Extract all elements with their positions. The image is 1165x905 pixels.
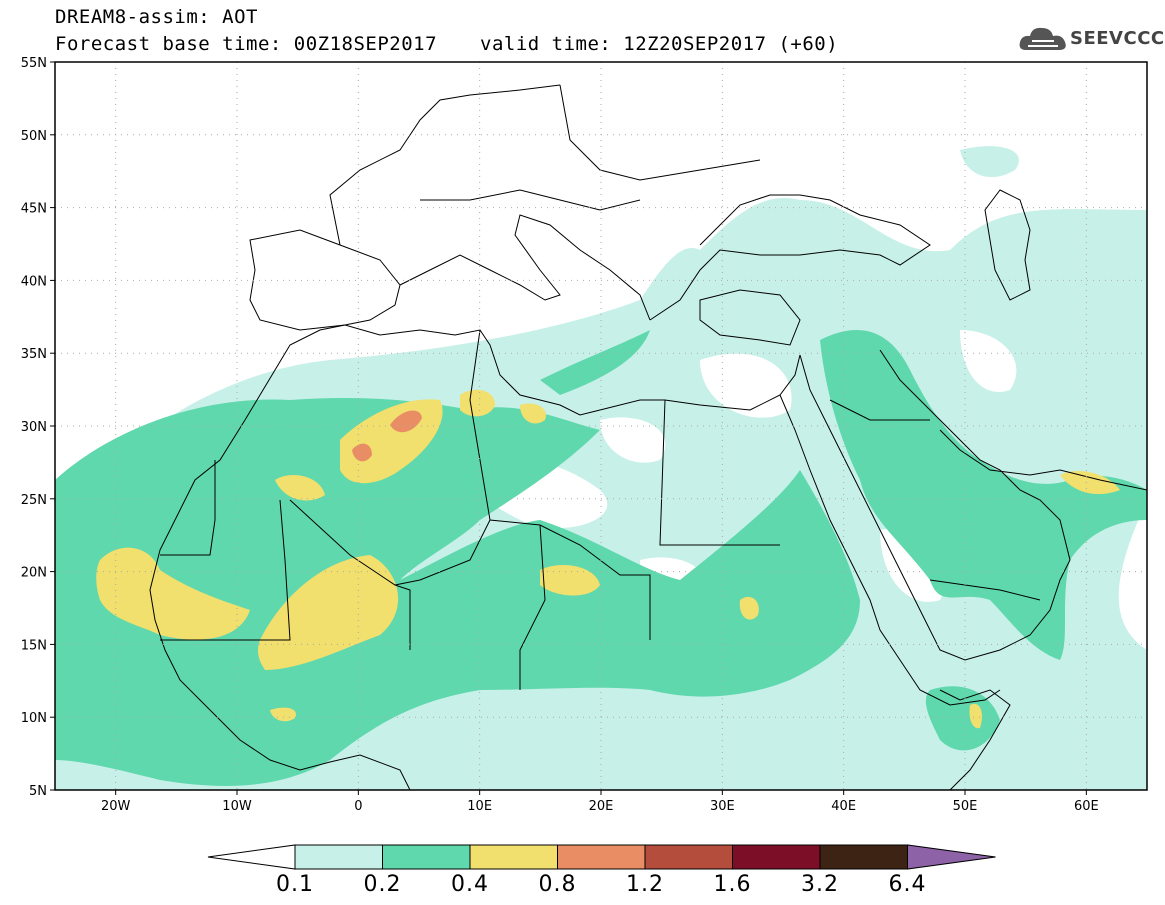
aot-contour-0.4 (460, 389, 495, 417)
aot-contour-0.4 (739, 596, 759, 620)
lon-label: 50E (953, 799, 978, 814)
aot-gap (700, 353, 792, 418)
lon-label: 0 (354, 799, 362, 814)
coastline (649, 194, 931, 321)
lat-label: 5N (29, 784, 47, 799)
border (559, 84, 761, 181)
aot-contour-0.4 (96, 547, 250, 640)
border (519, 524, 546, 690)
colorbar-label: 0.8 (538, 872, 577, 897)
border (160, 499, 291, 641)
aot-contour-0.4 (275, 475, 325, 501)
lat-label: 50N (21, 129, 47, 144)
lat-label: 15N (21, 638, 47, 653)
lon-label: 60E (1074, 799, 1099, 814)
logo-text: SEEVCCC (1070, 28, 1165, 49)
lat-label: 35N (21, 347, 47, 362)
aot-contour-0.2-aegean (540, 330, 650, 395)
colorbar-over-triangle (907, 844, 996, 870)
border (160, 460, 216, 556)
valid-time-label: valid time: 12Z20SEP2017 (+60) (480, 33, 839, 55)
colorbar-box (819, 844, 908, 870)
coastlines (149, 84, 1147, 790)
lon-label: 20E (589, 799, 614, 814)
colorbar-label: 3.2 (801, 872, 839, 897)
border (829, 399, 930, 421)
lat-label: 45N (21, 202, 47, 217)
aot-contour-0.2 (55, 398, 860, 786)
border (420, 189, 641, 211)
aot-contour-0.4 (969, 703, 982, 729)
aot-contour-0.1-ne (960, 146, 1019, 178)
lat-label: 55N (21, 56, 47, 71)
graticule (55, 62, 1147, 790)
colorbar-label: 1.2 (626, 872, 664, 897)
aot-contour-0.4 (520, 403, 546, 424)
lat-label: 40N (21, 274, 47, 289)
lat-label: 20N (21, 566, 47, 581)
colorbar-box (732, 844, 821, 870)
lon-label: 40E (831, 799, 856, 814)
aot-contour-0.8 (390, 410, 422, 433)
product-title: DREAM8-assim: AOT (55, 6, 258, 28)
aot-contour-0.4 (540, 565, 600, 596)
coastline (399, 214, 651, 321)
colorbar-box (644, 844, 733, 870)
lon-label: 10W (222, 799, 252, 814)
coastline (799, 349, 1071, 661)
lon-label: 30E (710, 799, 735, 814)
coastline (939, 429, 1147, 491)
coastline (329, 84, 561, 246)
colorbar (207, 844, 996, 870)
colorbar-box (557, 844, 646, 870)
axis-ticks: 55N 50N 45N 40N 35N 30N 25N 20N 15N 10N 5N 20W 10W 0 1… (21, 56, 1099, 814)
colorbar-label: 6.4 (888, 872, 927, 897)
coastline (149, 419, 411, 790)
colorbar-label: 1.6 (713, 872, 752, 897)
coastline (939, 689, 1011, 790)
coastline (779, 394, 1001, 706)
aot-contour-0.4 (1060, 470, 1120, 495)
colorbar-box (294, 844, 383, 870)
border (929, 579, 1041, 601)
lon-label: 20W (101, 799, 131, 814)
lon-label: 10E (467, 799, 492, 814)
aot-contour-0.4 (257, 555, 399, 670)
colorbar-under-triangle (207, 844, 296, 870)
seevccc-logo: SEEVCCC (1018, 22, 1164, 58)
base-time-label: Forecast base time: 00Z18SEP2017 (55, 33, 438, 55)
cloud-icon (1019, 27, 1066, 50)
aot-contour-0.2-east (820, 330, 1147, 660)
aot-gap (960, 330, 1017, 392)
colorbar-box (469, 844, 558, 870)
colorbar-box (382, 844, 471, 870)
coastline (244, 324, 801, 421)
colorbar-label: 0.1 (276, 872, 314, 897)
colorbar-label: 0.2 (363, 872, 402, 897)
border (659, 399, 780, 546)
lat-label: 10N (21, 711, 47, 726)
border (394, 519, 491, 586)
lat-label: 25N (21, 493, 47, 508)
lat-label: 30N (21, 420, 47, 435)
aot-contour-0.4 (270, 707, 296, 722)
coastline (984, 189, 1031, 301)
aot-gap (600, 417, 666, 463)
coastline (699, 289, 801, 346)
aot-contour-0.8 (352, 443, 372, 462)
colorbar-label: 0.4 (451, 872, 489, 897)
